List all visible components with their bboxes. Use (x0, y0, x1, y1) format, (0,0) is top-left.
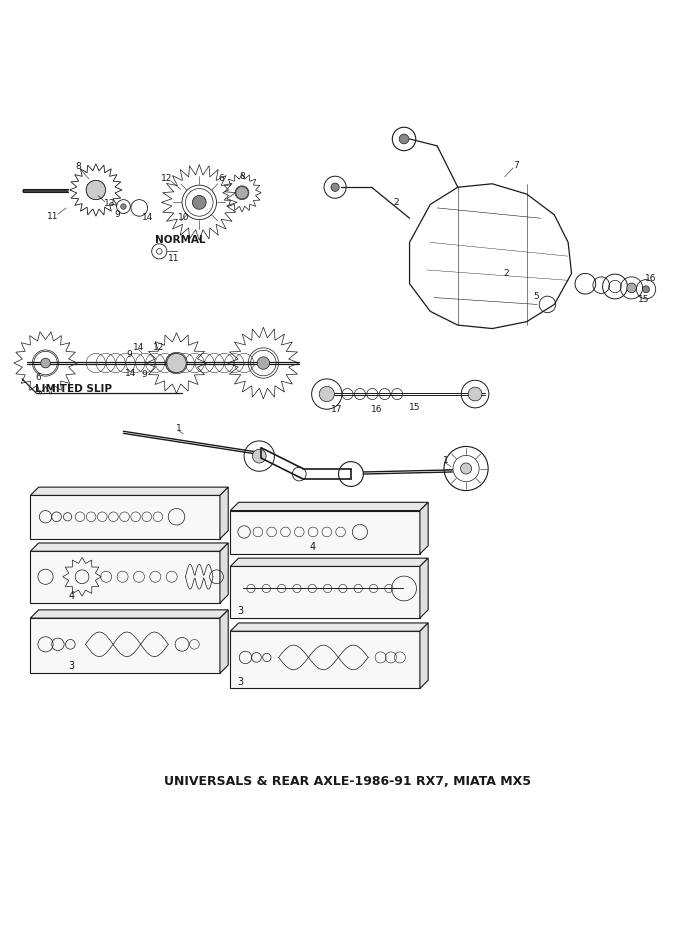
Text: 16: 16 (645, 274, 657, 282)
Bar (31, 619, 220, 673)
Polygon shape (220, 487, 228, 539)
Text: 8: 8 (76, 162, 81, 171)
Text: LIMITED SLIP: LIMITED SLIP (35, 383, 113, 394)
Text: 14: 14 (133, 343, 145, 352)
Text: 3: 3 (69, 661, 75, 671)
Circle shape (643, 286, 649, 293)
Text: 8: 8 (240, 172, 245, 181)
Text: 9: 9 (115, 210, 120, 219)
Text: 13: 13 (104, 198, 115, 207)
Text: 12: 12 (161, 174, 172, 182)
Circle shape (41, 358, 50, 368)
Text: 3: 3 (238, 607, 244, 616)
Text: 11: 11 (47, 212, 58, 220)
Circle shape (121, 204, 126, 209)
Text: 4: 4 (310, 542, 316, 552)
Polygon shape (230, 502, 428, 510)
Text: 6: 6 (35, 373, 42, 382)
Text: 10: 10 (178, 213, 189, 222)
Circle shape (461, 463, 472, 474)
Polygon shape (31, 610, 228, 619)
Circle shape (319, 386, 334, 402)
Circle shape (252, 449, 266, 463)
Text: UNIVERSALS & REAR AXLE-1986-91 RX7, MIATA MX5: UNIVERSALS & REAR AXLE-1986-91 RX7, MIAT… (164, 775, 531, 788)
Bar (31, 551, 220, 603)
Polygon shape (420, 502, 428, 554)
Circle shape (331, 183, 339, 192)
Text: 1: 1 (443, 457, 448, 466)
Text: 6: 6 (218, 174, 224, 182)
Text: 2: 2 (503, 269, 509, 278)
Polygon shape (220, 610, 228, 673)
Polygon shape (420, 623, 428, 688)
Text: 1: 1 (176, 424, 181, 433)
Text: 3: 3 (238, 677, 244, 686)
Text: 14: 14 (142, 213, 154, 222)
Bar (230, 632, 420, 688)
Polygon shape (31, 543, 228, 551)
Circle shape (257, 357, 270, 369)
Text: 12: 12 (153, 344, 164, 353)
Text: 2: 2 (393, 198, 398, 206)
Polygon shape (31, 487, 228, 495)
Bar (31, 495, 220, 539)
Polygon shape (220, 543, 228, 603)
Circle shape (627, 283, 637, 293)
Text: 9: 9 (126, 350, 132, 358)
Text: 14: 14 (125, 369, 137, 378)
Text: 15: 15 (409, 404, 420, 412)
Polygon shape (230, 623, 428, 632)
Text: 7: 7 (514, 160, 519, 169)
Circle shape (399, 134, 409, 144)
Bar (230, 510, 420, 554)
Circle shape (468, 387, 482, 401)
Text: NORMAL: NORMAL (156, 234, 206, 244)
Circle shape (167, 354, 186, 372)
Text: 4: 4 (69, 591, 75, 601)
Text: 15: 15 (638, 295, 650, 304)
Circle shape (193, 195, 206, 209)
Text: 11: 11 (168, 254, 179, 263)
Text: 16: 16 (371, 406, 383, 415)
Text: 17: 17 (332, 406, 343, 415)
Text: 5: 5 (533, 292, 539, 301)
Polygon shape (420, 558, 428, 619)
Bar (230, 567, 420, 619)
Text: 9: 9 (141, 370, 147, 380)
Circle shape (86, 181, 106, 200)
Circle shape (236, 186, 248, 199)
Polygon shape (230, 558, 428, 567)
